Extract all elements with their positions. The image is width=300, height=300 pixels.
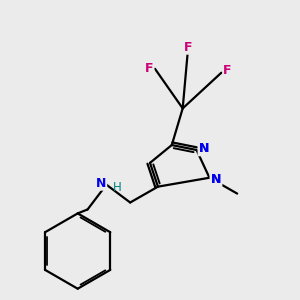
Text: F: F [183,41,192,54]
Text: N: N [211,173,221,186]
Text: N: N [96,177,106,190]
Text: F: F [223,64,232,77]
Text: F: F [146,62,154,75]
Text: H: H [112,181,121,194]
Text: N: N [211,173,221,186]
Text: N: N [211,173,221,186]
Text: N: N [199,142,209,155]
Text: N: N [199,142,209,155]
Text: N: N [199,142,209,155]
